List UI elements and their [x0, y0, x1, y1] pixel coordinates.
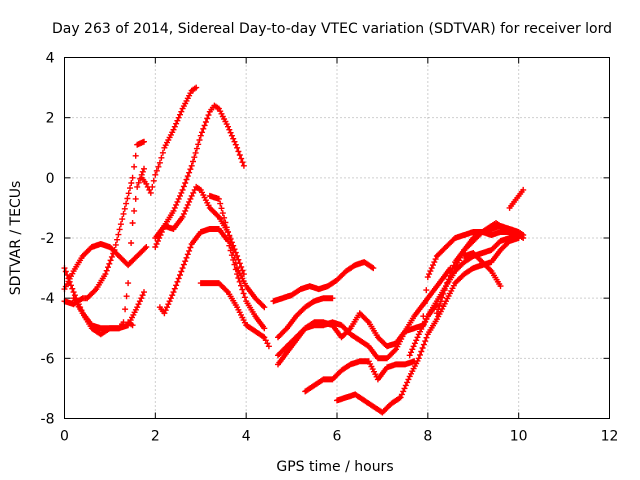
series-track-23 — [506, 186, 527, 211]
series-track-16 — [302, 358, 418, 395]
series-track-11 — [206, 192, 268, 311]
data-point-markers — [302, 358, 418, 395]
data-point-markers — [197, 280, 272, 350]
grid — [64, 57, 610, 419]
x-tick-label: 0 — [60, 429, 69, 445]
series-track-4 — [70, 165, 147, 332]
data-point-markers — [152, 183, 247, 278]
axis-ticks: 0 2 4 6 8 10 12 -8 -6 -4 -2 0 2 4 — [41, 51, 619, 445]
series-track-17 — [334, 235, 522, 416]
data-point-markers — [206, 192, 268, 311]
x-tick-label: 6 — [333, 429, 342, 445]
data-point-markers — [275, 265, 454, 362]
data-point-markers — [156, 226, 268, 332]
x-tick-label: 4 — [242, 429, 251, 445]
series-track-10 — [197, 280, 272, 350]
series-track-15 — [275, 265, 454, 362]
series-track-7 — [138, 84, 200, 196]
data-point-markers — [275, 295, 336, 341]
y-tick-label: 0 — [46, 171, 55, 187]
x-tick-label: 10 — [510, 429, 528, 445]
series-track-13 — [275, 295, 336, 341]
plot-frame — [64, 57, 610, 419]
x-axis-label: GPS time / hours — [276, 459, 393, 475]
data-point-markers — [334, 235, 522, 416]
x-tick-label: 2 — [151, 429, 160, 445]
data-point-markers — [152, 102, 247, 250]
y-tick-label: -8 — [41, 412, 55, 428]
series-track-6 — [152, 183, 247, 278]
data-point-markers — [138, 84, 200, 196]
x-tick-label: 8 — [423, 429, 432, 445]
data-series — [61, 84, 527, 416]
data-point-markers — [452, 220, 508, 272]
data-point-markers — [125, 319, 136, 329]
y-tick-label: -6 — [41, 351, 55, 367]
data-point-markers — [70, 165, 147, 332]
series-track-12 — [270, 259, 377, 305]
series-track-22 — [461, 250, 504, 290]
y-tick-label: -4 — [41, 291, 55, 307]
chart-title: Day 263 of 2014, Sidereal Day-to-day VTE… — [52, 21, 612, 37]
y-axis-label: SDTVAR / TECUs — [8, 181, 24, 296]
data-point-markers — [506, 186, 527, 211]
series-track-5 — [125, 319, 136, 329]
data-point-markers — [270, 259, 377, 305]
data-point-markers — [461, 250, 504, 290]
series-track-8 — [152, 102, 247, 250]
y-tick-label: 4 — [46, 51, 55, 67]
y-tick-label: -2 — [41, 231, 55, 247]
series-track-9 — [156, 226, 268, 332]
x-tick-label: 12 — [601, 429, 619, 445]
y-tick-label: 2 — [46, 111, 55, 127]
series-track-21 — [452, 220, 508, 272]
